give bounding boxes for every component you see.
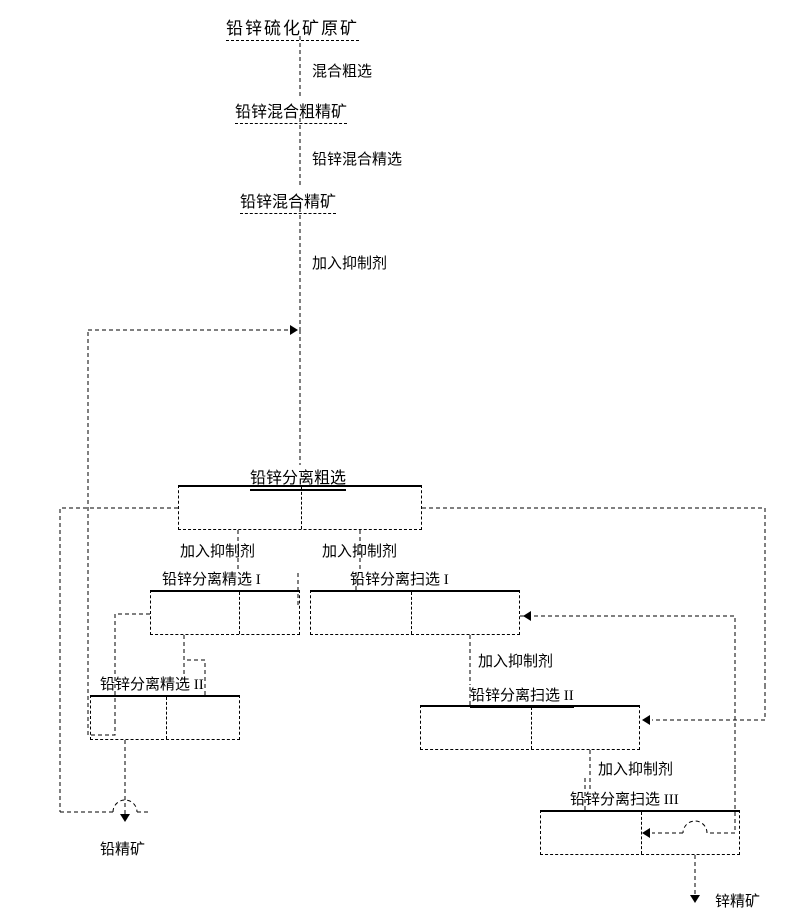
arrow-recycle-main (290, 325, 298, 335)
label-sep-scav-3: 铅锌分离扫选 III (570, 788, 679, 812)
label-add-inhibitor-left: 加入抑制剂 (180, 540, 255, 561)
arrow-scav1-return (523, 611, 531, 621)
box-sep-scav-3 (540, 810, 740, 855)
label-sep-scav-1: 铅锌分离扫选 I (350, 568, 449, 592)
box-sep-scav-2 (420, 705, 640, 750)
arrow-scav2-in-loop (642, 715, 650, 725)
label-add-inhibitor-scav2: 加入抑制剂 (598, 758, 673, 779)
label-mix-rough-conc: 铅锌混合粗精矿 (235, 98, 347, 124)
flowchart-connectors: .d { stroke:#000; stroke-width:1; stroke… (0, 0, 800, 915)
box-sep-clean-1 (150, 590, 300, 635)
box-sep-scav-1 (310, 590, 520, 635)
label-add-inhibitor-scav1: 加入抑制剂 (478, 650, 553, 671)
label-sep-clean-2: 铅锌分离精选 II (100, 673, 204, 697)
label-sep-scav-2: 铅锌分离扫选 II (470, 684, 574, 708)
box-sep-clean-2 (90, 695, 240, 740)
arrow-scav3-in-loop (642, 828, 650, 838)
box-sep-rough (178, 485, 422, 530)
label-raw-ore: 铅锌硫化矿原矿 (226, 14, 359, 41)
arrow-pb (120, 814, 130, 822)
arrow-zn (690, 895, 700, 903)
label-mix-conc: 铅锌混合精矿 (240, 188, 336, 214)
label-pb-conc: 铅精矿 (100, 838, 145, 859)
label-add-inhibitor-right: 加入抑制剂 (322, 540, 397, 561)
label-zn-conc: 锌精矿 (715, 890, 760, 911)
label-sep-rough: 铅锌分离粗选 (250, 464, 346, 491)
label-mix-rough: 混合粗选 (312, 60, 372, 81)
label-sep-clean-1: 铅锌分离精选 I (162, 568, 261, 592)
label-add-inhibitor-1: 加入抑制剂 (312, 252, 387, 273)
label-mix-clean: 铅锌混合精选 (312, 148, 402, 169)
